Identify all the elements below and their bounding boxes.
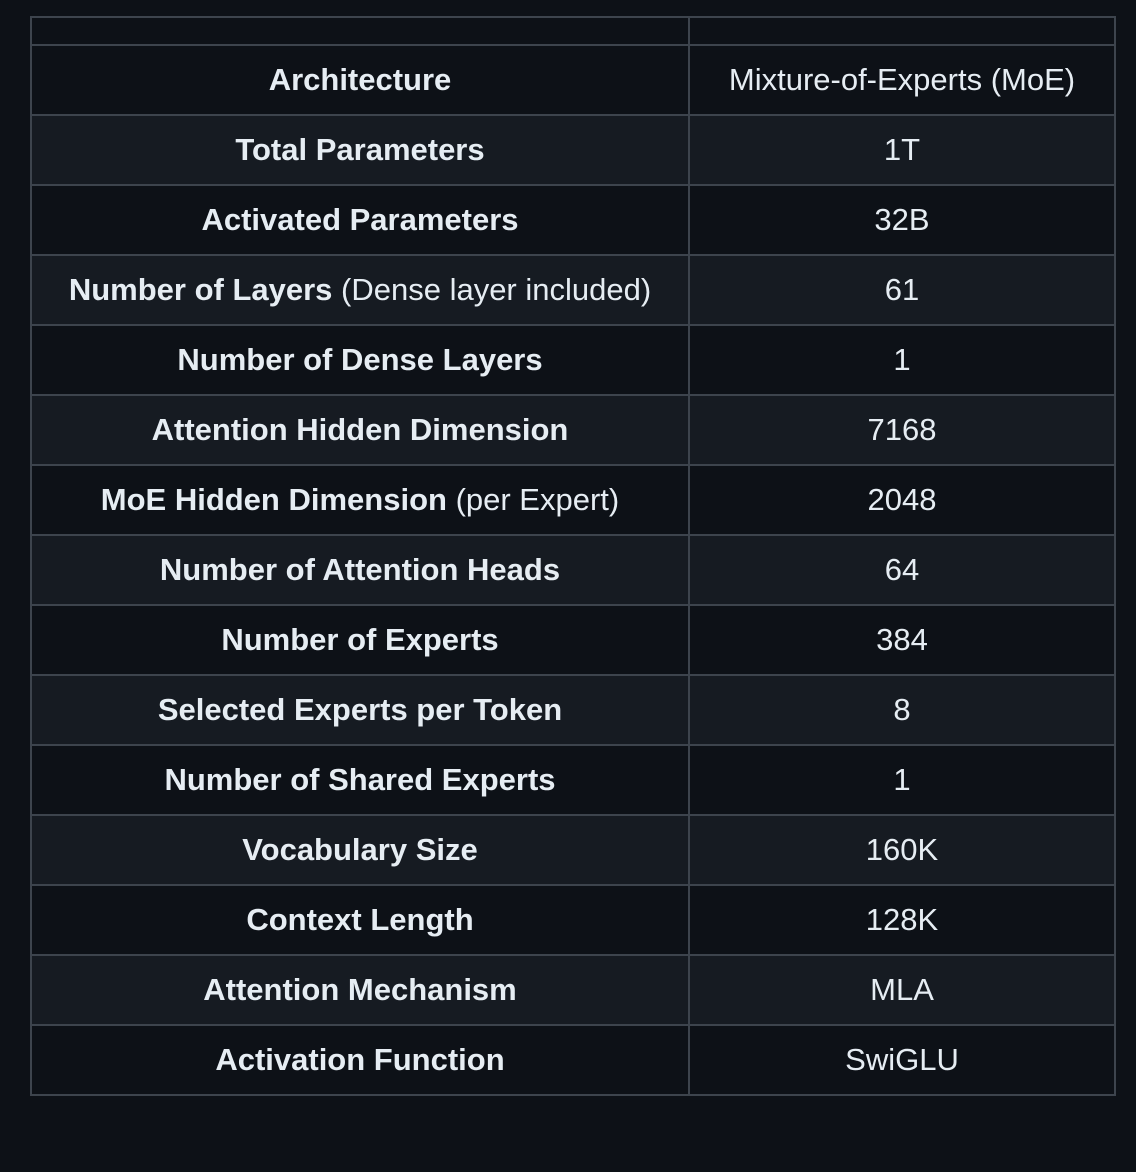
spec-label: Number of Attention Heads [159, 552, 561, 587]
spec-value: 32B [874, 202, 930, 237]
spec-value-cell: 2048 [688, 464, 1116, 536]
spec-value: 1T [883, 132, 921, 167]
spec-label: Number of Shared Experts [164, 762, 556, 797]
spec-value: 1 [893, 762, 911, 797]
spec-value-cell: 32B [688, 184, 1116, 256]
spec-value-cell: 8 [688, 674, 1116, 746]
spec-label: Total Parameters [235, 132, 485, 167]
spec-label-cell: Number of Dense Layers [30, 324, 690, 396]
spec-label: Vocabulary Size [242, 832, 478, 867]
spec-value-cell: SwiGLU [688, 1024, 1116, 1096]
spec-label-cell: Number of Layers (Dense layer included) [30, 254, 690, 326]
spec-value: 384 [876, 622, 928, 657]
spec-note: (per Expert) [446, 482, 620, 517]
spec-label-cell: Activated Parameters [30, 184, 690, 256]
table-row: Selected Experts per Token 8 [30, 674, 1116, 746]
table-row: Number of Attention Heads 64 [30, 534, 1116, 606]
table-row: MoE Hidden Dimension (per Expert) 2048 [30, 464, 1116, 536]
spec-value-cell: 160K [688, 814, 1116, 886]
spec-label: Activated Parameters [201, 202, 519, 237]
table-row: Context Length 128K [30, 884, 1116, 956]
spec-value: 160K [865, 832, 939, 867]
spec-label-cell: MoE Hidden Dimension (per Expert) [30, 464, 690, 536]
spec-value: SwiGLU [845, 1042, 959, 1077]
spec-label-cell: Number of Shared Experts [30, 744, 690, 816]
table-row: Total Parameters 1T [30, 114, 1116, 186]
spec-value-cell: Mixture-of-Experts (MoE) [688, 44, 1116, 116]
table-row: Attention Hidden Dimension 7168 [30, 394, 1116, 466]
spec-value-cell: 1 [688, 744, 1116, 816]
spec-label-cell: Number of Experts [30, 604, 690, 676]
spec-label-cell: Attention Hidden Dimension [30, 394, 690, 466]
spec-label-cell: Architecture [30, 44, 690, 116]
spec-value-cell: 61 [688, 254, 1116, 326]
header-cell-empty [30, 16, 690, 46]
spec-value-cell: MLA [688, 954, 1116, 1026]
spec-label-cell: Context Length [30, 884, 690, 956]
table-row: Number of Shared Experts 1 [30, 744, 1116, 816]
spec-value: 61 [884, 272, 920, 307]
spec-value: 64 [884, 552, 920, 587]
spec-label-cell: Activation Function [30, 1024, 690, 1096]
spec-label-cell: Number of Attention Heads [30, 534, 690, 606]
model-spec-table: Architecture Mixture-of-Experts (MoE) Tota… [30, 16, 1116, 1096]
table-row: Number of Experts 384 [30, 604, 1116, 676]
spec-value-cell: 384 [688, 604, 1116, 676]
spec-label-cell: Total Parameters [30, 114, 690, 186]
table-row: Number of Dense Layers 1 [30, 324, 1116, 396]
spec-label: Architecture [268, 62, 452, 97]
spec-value: 128K [865, 902, 939, 937]
spec-value: 2048 [867, 482, 937, 517]
spec-label: Attention Mechanism [203, 972, 517, 1007]
spec-value-cell: 7168 [688, 394, 1116, 466]
spec-value-cell: 64 [688, 534, 1116, 606]
table-row: Attention Mechanism MLA [30, 954, 1116, 1026]
header-cell-empty [688, 16, 1116, 46]
spec-label-cell: Vocabulary Size [30, 814, 690, 886]
spec-label: Number of Experts [221, 622, 499, 657]
spec-value: Mixture-of-Experts (MoE) [728, 62, 1076, 97]
spec-value: 1 [893, 342, 911, 377]
spec-label-cell: Selected Experts per Token [30, 674, 690, 746]
spec-label: Selected Experts per Token [157, 692, 563, 727]
table-header-row [30, 16, 1116, 46]
table-row: Activated Parameters 32B [30, 184, 1116, 256]
spec-value-cell: 1T [688, 114, 1116, 186]
spec-value: 8 [893, 692, 911, 727]
table-row: Number of Layers (Dense layer included) 6… [30, 254, 1116, 326]
table-row: Vocabulary Size 160K [30, 814, 1116, 886]
spec-value: 7168 [867, 412, 937, 447]
spec-value-cell: 1 [688, 324, 1116, 396]
spec-label: Number of Layers [68, 272, 333, 307]
spec-value: MLA [870, 972, 934, 1007]
spec-label: Activation Function [215, 1042, 505, 1077]
spec-label-cell: Attention Mechanism [30, 954, 690, 1026]
spec-note: (Dense layer included) [332, 272, 652, 307]
table-body: Architecture Mixture-of-Experts (MoE) Tota… [30, 16, 1116, 1096]
spec-label: Attention Hidden Dimension [151, 412, 569, 447]
table-row: Architecture Mixture-of-Experts (MoE) [30, 44, 1116, 116]
spec-label: Number of Dense Layers [177, 342, 543, 377]
spec-value-cell: 128K [688, 884, 1116, 956]
spec-label: MoE Hidden Dimension [100, 482, 447, 517]
spec-label: Context Length [246, 902, 474, 937]
table-row: Activation Function SwiGLU [30, 1024, 1116, 1096]
